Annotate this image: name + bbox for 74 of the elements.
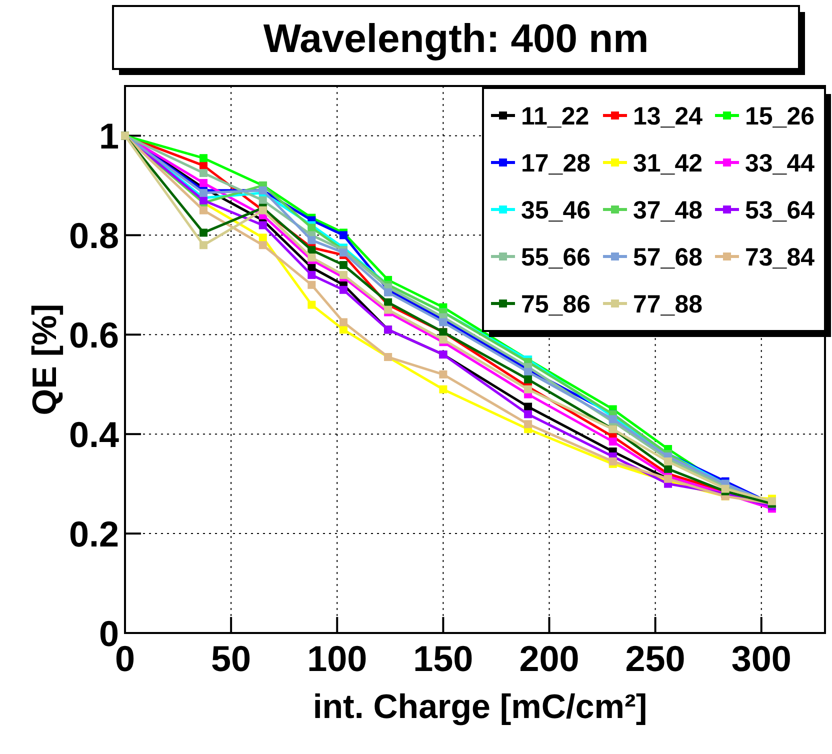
point: [524, 385, 532, 394]
y-tick-label: 1: [98, 116, 119, 157]
point: [439, 318, 448, 326]
legend-label: 77_88: [633, 290, 703, 318]
point: [258, 196, 267, 204]
point: [524, 420, 532, 428]
point: [258, 234, 267, 242]
point: [339, 270, 348, 279]
point: [258, 221, 267, 230]
point: [199, 241, 208, 250]
x-tick-label: 250: [625, 638, 686, 679]
legend-label: 15_26: [745, 102, 815, 130]
point: [308, 246, 316, 254]
point: [308, 254, 316, 262]
legend-label: 57_68: [633, 244, 703, 272]
legend-label: 11_22: [521, 102, 590, 130]
point: [439, 370, 448, 378]
point: [339, 248, 348, 257]
point: [721, 484, 730, 493]
legend-label: 31_42: [633, 150, 703, 178]
point: [608, 415, 617, 424]
chart-title: Wavelength: 400 nm: [263, 17, 649, 61]
point: [339, 326, 348, 334]
point: [308, 224, 316, 232]
point: [199, 169, 208, 178]
legend-label: 35_46: [521, 196, 591, 224]
legend-label: 53_64: [745, 196, 815, 224]
point: [439, 385, 448, 394]
point: [199, 196, 208, 204]
y-tick-label: 0.8: [68, 215, 119, 256]
point: [384, 288, 392, 296]
point: [339, 318, 348, 326]
y-tick-label: 0.6: [68, 314, 119, 356]
point: [384, 298, 392, 306]
legend-label: 37_48: [633, 196, 703, 224]
point: [339, 231, 348, 240]
point: [524, 368, 532, 376]
point: [524, 410, 532, 418]
point: [199, 228, 208, 237]
point: [384, 306, 392, 314]
point: [524, 375, 532, 384]
point: [339, 286, 348, 294]
x-axis-title: int. Charge [mC/cm²]: [312, 688, 648, 726]
point: [524, 402, 532, 411]
x-tick-label: 300: [731, 638, 792, 679]
point: [439, 336, 448, 344]
point: [608, 438, 617, 446]
legend-label: 33_44: [745, 150, 815, 178]
legend-label: 75_86: [521, 290, 591, 318]
point: [199, 206, 208, 214]
point: [308, 300, 316, 309]
x-tick-label: 100: [307, 638, 368, 679]
point: [664, 457, 672, 466]
point: [308, 236, 316, 244]
x-tick-label: 50: [211, 638, 252, 679]
point: [199, 188, 208, 197]
y-tick-label: 0.4: [68, 414, 119, 456]
point: [768, 497, 776, 506]
y-axis-title: QE [%]: [26, 304, 64, 416]
x-tick-label: 200: [519, 638, 580, 679]
point: [308, 270, 316, 279]
legend-label: 73_84: [745, 244, 815, 272]
point: [339, 261, 348, 270]
x-tick-label: 150: [413, 638, 474, 679]
legend-label: 55_66: [521, 244, 591, 272]
point: [308, 280, 316, 289]
point: [608, 457, 617, 466]
legend-label: 17_28: [521, 150, 591, 178]
legend-label: 13_24: [633, 102, 703, 130]
point: [199, 154, 208, 162]
point: [664, 464, 672, 473]
y-tick-label: 0.2: [68, 514, 119, 555]
point: [258, 241, 267, 250]
point: [199, 178, 208, 187]
